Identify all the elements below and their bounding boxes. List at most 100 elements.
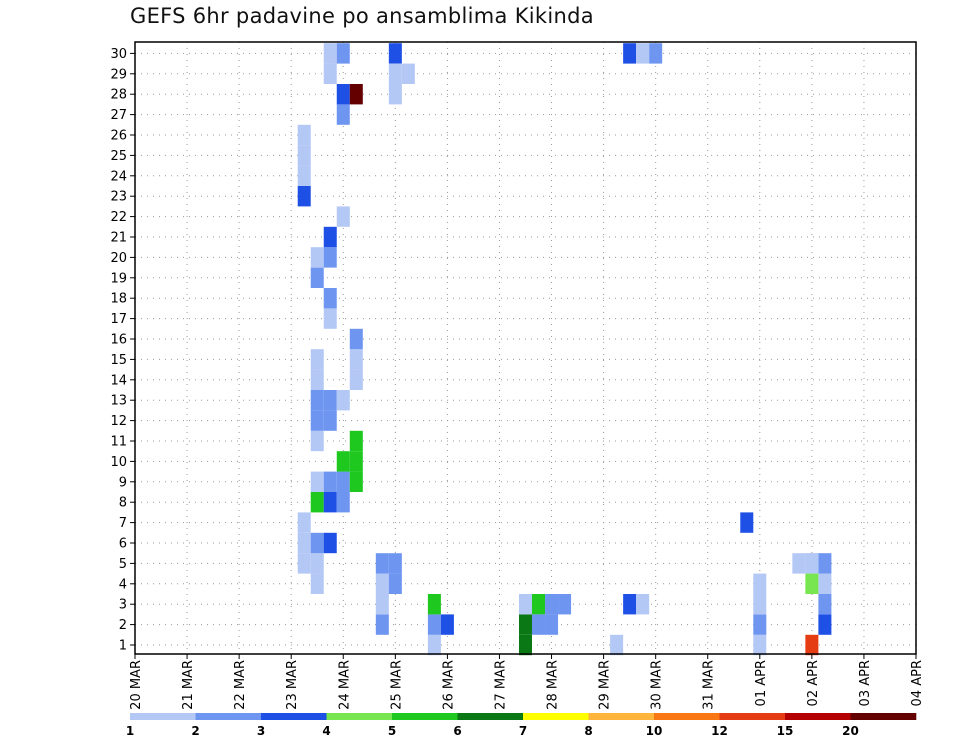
heatmap-cell <box>336 451 350 472</box>
heatmap-cell <box>349 84 363 105</box>
heatmap-cell <box>323 390 337 411</box>
heatmap-cell <box>388 84 402 105</box>
heatmap-cell <box>753 634 767 656</box>
heatmap-cell <box>427 614 441 635</box>
heatmap-cell <box>310 267 324 288</box>
plot-frame <box>134 41 917 655</box>
heatmap-cell <box>297 124 311 146</box>
legend-label: 4 <box>322 724 330 738</box>
x-tick-label: 27 MAR <box>494 660 509 710</box>
legend-swatch <box>195 713 262 720</box>
legend-label: 10 <box>646 724 663 738</box>
heatmap-cell <box>636 594 650 615</box>
legend-swatch <box>785 713 851 720</box>
legend-swatch <box>392 713 458 720</box>
y-tick-label: 24 <box>110 169 127 184</box>
heatmap-cells <box>297 43 832 656</box>
y-tick-label: 1 <box>119 639 127 654</box>
heatmap-cell <box>336 206 350 227</box>
legend-label: 6 <box>453 724 461 738</box>
heatmap-cell <box>375 614 389 635</box>
x-tick-label: 22 MAR <box>233 660 248 710</box>
heatmap-cell <box>532 594 546 615</box>
heatmap-cell <box>323 226 337 248</box>
heatmap-cell <box>740 512 754 533</box>
heatmap-cell <box>297 532 311 554</box>
x-tick-label: 03 APR <box>858 660 873 706</box>
heatmap-cell <box>805 573 819 594</box>
heatmap-cell <box>336 390 350 411</box>
x-tick-label: 23 MAR <box>285 660 300 710</box>
heatmap-cell <box>545 594 559 615</box>
x-tick-label: 04 APR <box>910 660 925 706</box>
heatmap-cell <box>310 369 324 390</box>
grid-lines <box>135 42 916 654</box>
x-tick-label: 24 MAR <box>337 660 352 710</box>
x-tick-label: 25 MAR <box>389 660 404 710</box>
y-tick-label: 8 <box>119 496 127 511</box>
x-tick-label: 01 APR <box>754 660 769 706</box>
heatmap-cell <box>532 614 546 635</box>
legend-label: 20 <box>842 724 859 738</box>
heatmap-cell <box>518 594 533 615</box>
heatmap-cell <box>818 553 832 574</box>
y-tick-label: 10 <box>110 455 127 470</box>
heatmap-cell <box>323 471 337 492</box>
heatmap-cell <box>323 43 337 64</box>
heatmap-cell <box>349 430 363 452</box>
y-tick-label: 3 <box>119 598 127 613</box>
y-tick-label: 20 <box>110 251 127 266</box>
y-tick-label: 26 <box>110 129 127 144</box>
heatmap-cell <box>805 553 819 574</box>
legend-label: 2 <box>191 724 199 738</box>
heatmap-cell <box>753 573 767 594</box>
heatmap-cell <box>323 410 337 431</box>
color-legend: 1 2 3 4 5 6 7 8 10 12 15 20 <box>126 713 917 738</box>
heatmap-cell <box>649 43 663 64</box>
heatmap-cell <box>323 288 337 309</box>
heatmap-cell <box>310 430 324 452</box>
x-axis-ticks: 20 MAR 21 MAR 22 MAR 23 MAR 24 MAR 25 MAR 26 M… <box>129 654 925 710</box>
heatmap-cell <box>753 614 767 635</box>
heatmap-cell <box>310 492 324 513</box>
heatmap-cell <box>297 512 311 533</box>
heatmap-cell <box>440 614 454 635</box>
heatmap-cell <box>610 634 624 656</box>
heatmap-cell <box>427 634 441 656</box>
y-tick-label: 27 <box>110 108 127 123</box>
heatmap-cell <box>388 573 402 594</box>
y-tick-label: 28 <box>110 88 127 103</box>
legend-swatch <box>326 713 393 720</box>
heatmap-cell <box>310 532 324 554</box>
heatmap-cell <box>753 594 767 615</box>
y-tick-label: 4 <box>119 577 127 592</box>
heatmap-cell <box>310 247 324 268</box>
heatmap-cell <box>297 165 311 186</box>
heatmap-cell <box>310 410 324 431</box>
legend-swatch <box>850 713 917 720</box>
heatmap-cell <box>323 308 337 329</box>
x-tick-label: 20 MAR <box>129 660 144 710</box>
heatmap-cell <box>336 471 350 492</box>
y-tick-label: 23 <box>110 190 127 205</box>
heatmap-cell <box>818 573 832 594</box>
y-tick-label: 13 <box>110 394 127 409</box>
heatmap-cell <box>336 492 350 513</box>
heatmap-cell <box>375 573 389 594</box>
heatmap-cell <box>818 614 832 635</box>
heatmap-cell <box>310 553 324 574</box>
x-tick-label: 28 MAR <box>546 660 561 710</box>
heatmap-cell <box>310 471 324 492</box>
legend-swatch <box>719 713 786 720</box>
legend-swatch <box>654 713 720 720</box>
y-tick-label: 29 <box>110 67 127 82</box>
heatmap-cell <box>623 43 637 64</box>
legend-label: 15 <box>777 724 794 738</box>
legend-label: 1 <box>126 724 134 738</box>
y-tick-label: 2 <box>119 618 127 633</box>
x-tick-label: 26 MAR <box>441 660 456 710</box>
legend-label: 5 <box>388 724 396 738</box>
x-tick-label: 21 MAR <box>181 660 196 710</box>
heatmap-cell <box>349 349 363 370</box>
